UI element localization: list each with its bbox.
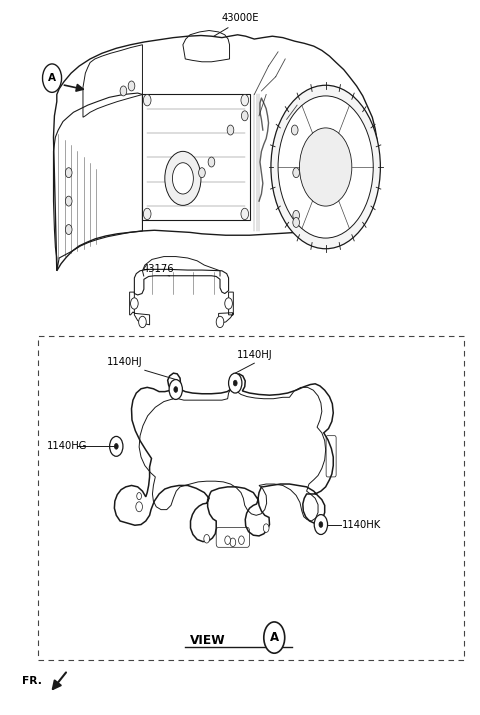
Circle shape	[128, 81, 135, 91]
Circle shape	[293, 210, 300, 220]
Circle shape	[169, 380, 182, 400]
Circle shape	[65, 168, 72, 177]
Text: 1140HJ: 1140HJ	[107, 358, 143, 368]
Polygon shape	[114, 373, 333, 541]
Text: 1140HJ: 1140HJ	[237, 350, 272, 360]
Circle shape	[225, 297, 232, 309]
Circle shape	[208, 157, 215, 167]
Circle shape	[228, 373, 242, 393]
Circle shape	[291, 125, 298, 135]
Circle shape	[139, 316, 146, 327]
Circle shape	[109, 436, 123, 456]
Text: A: A	[270, 631, 279, 644]
Circle shape	[136, 502, 143, 512]
Circle shape	[241, 111, 248, 121]
Circle shape	[65, 225, 72, 235]
Text: FR.: FR.	[22, 676, 42, 686]
Text: 1140HG: 1140HG	[48, 441, 88, 451]
Circle shape	[172, 163, 193, 194]
Circle shape	[314, 515, 327, 535]
Text: 1140HK: 1140HK	[342, 520, 382, 530]
Circle shape	[43, 64, 61, 92]
Circle shape	[174, 387, 178, 393]
Circle shape	[239, 536, 244, 544]
Circle shape	[241, 208, 249, 220]
Circle shape	[120, 86, 127, 96]
Text: 43000E: 43000E	[221, 14, 259, 24]
Circle shape	[278, 96, 373, 238]
Circle shape	[144, 208, 151, 220]
Circle shape	[230, 538, 236, 546]
Circle shape	[233, 380, 237, 386]
Circle shape	[319, 522, 323, 528]
Circle shape	[300, 128, 352, 206]
Circle shape	[199, 168, 205, 177]
Circle shape	[225, 536, 230, 544]
Circle shape	[137, 493, 142, 500]
Circle shape	[216, 316, 224, 327]
Circle shape	[271, 85, 380, 249]
Text: 43176: 43176	[143, 264, 174, 274]
Bar	[143, 94, 250, 220]
Circle shape	[241, 94, 249, 106]
Circle shape	[293, 168, 300, 177]
Circle shape	[114, 443, 118, 449]
Circle shape	[293, 217, 300, 227]
Circle shape	[65, 196, 72, 206]
Circle shape	[264, 524, 269, 533]
Circle shape	[227, 125, 234, 135]
Text: VIEW: VIEW	[190, 634, 226, 647]
Circle shape	[204, 535, 210, 543]
Circle shape	[144, 94, 151, 106]
Text: A: A	[48, 73, 56, 83]
Circle shape	[264, 622, 285, 654]
Circle shape	[131, 297, 138, 309]
Circle shape	[165, 152, 201, 205]
